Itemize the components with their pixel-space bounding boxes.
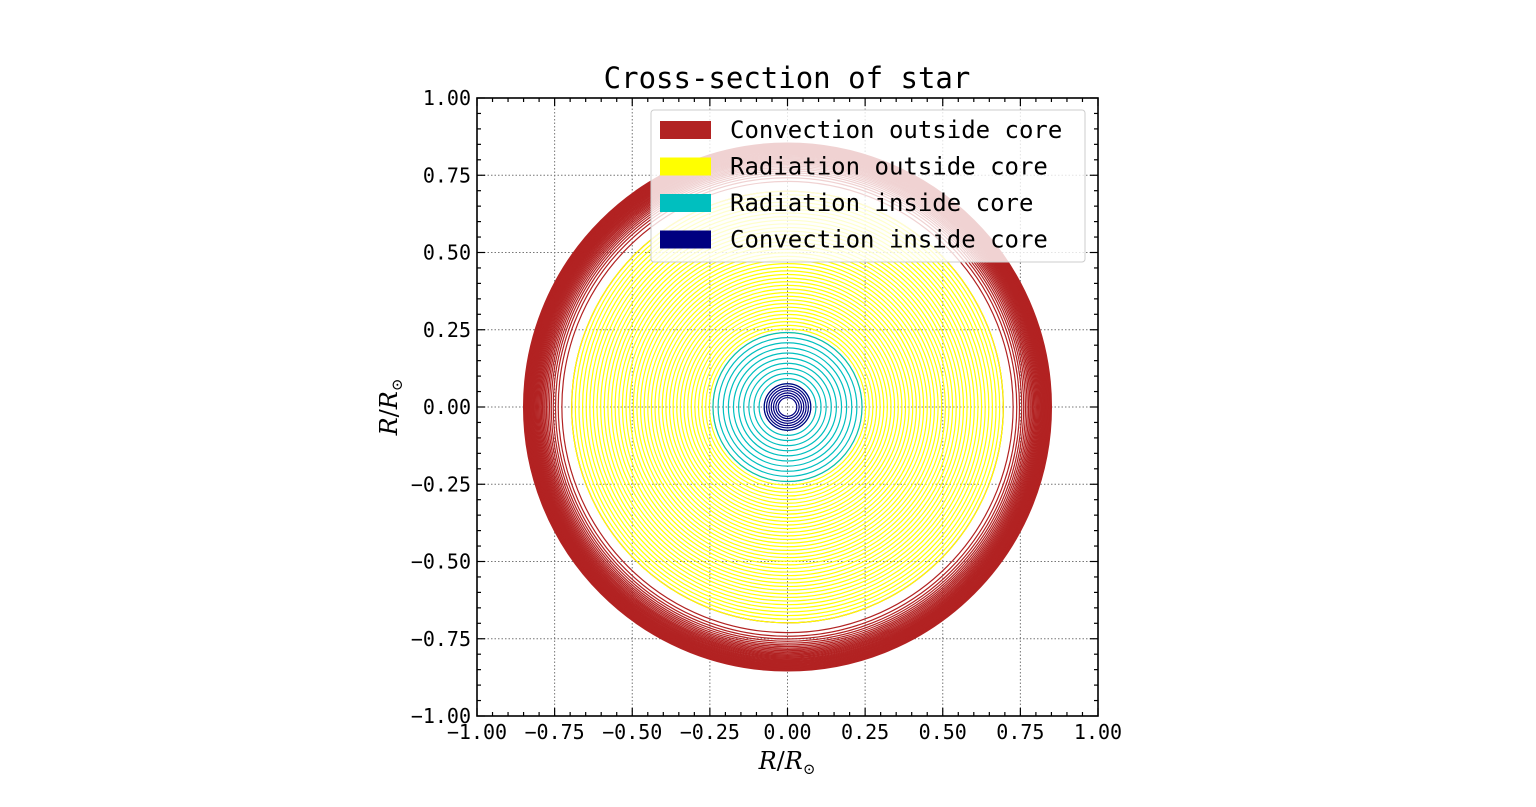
ring [763,383,812,431]
legend-swatch [660,194,711,212]
legend-swatch [660,157,711,176]
ring [717,337,858,477]
axis-ticks [476,97,1099,717]
x-tick-labels: −1.00 −0.75 −0.50 −0.25 0.00 0.25 0.50 0.75 1.00 [447,720,1122,744]
y-tick-label: 0.75 [423,163,471,187]
ring [676,295,899,519]
ring [694,313,881,501]
x-tick-label: 0.25 [841,720,889,744]
x-tick-label: −0.75 [525,720,585,744]
ring [708,328,867,486]
ring [727,347,848,467]
series-radiation-outside-core [571,190,1004,624]
ring [772,392,803,422]
legend-label: Radiation outside core [730,153,1048,181]
x-tick-label: −0.50 [602,720,662,744]
x-tick-label: −1.00 [447,720,507,744]
ring [748,367,827,447]
ring [743,362,832,452]
ring [732,352,843,462]
ring [722,342,853,472]
x-tick-label: 0.00 [763,720,811,744]
y-tick-label: 0.00 [423,395,471,419]
ring [758,377,817,437]
ring [701,321,874,493]
y-tick-label: −0.25 [411,472,471,496]
ring [770,390,805,424]
x-axis-label: R/R⊙ [758,747,816,778]
ring [705,324,870,490]
ring [672,292,903,522]
x-tick-label: 0.50 [919,720,967,744]
y-tick-label: 0.50 [423,241,471,265]
ring [643,263,932,551]
legend-box [650,109,1086,263]
x-tick-label: 0.75 [996,720,1044,744]
legend-label: Convection outside core [730,116,1062,144]
star-rings [522,142,1053,672]
ring [753,372,822,442]
series-radiation-inside-core [712,331,863,483]
ring [687,306,888,508]
ring [737,357,838,457]
ring [765,385,810,429]
ring [661,281,914,533]
ring [690,310,885,504]
chart-title: Cross-section of star [604,61,971,95]
ring [712,331,863,483]
series-convection-inside-core [763,383,812,431]
y-tick-label: 1.00 [423,86,471,110]
ring [697,317,878,497]
legend-label: Radiation inside core [730,189,1033,217]
y-tick-labels: 1.00 0.75 0.50 0.25 0.00 −0.25 −0.50 −0.75 −1.00 [411,86,471,728]
ring [650,270,925,544]
ring [647,266,928,548]
ring [654,273,921,541]
y-axis-label: R/R⊙ [375,379,406,437]
ring [679,299,896,515]
ring [775,394,800,420]
ring [777,397,798,417]
ring [665,284,910,530]
y-tick-label: −1.00 [411,704,471,728]
ring [658,277,917,537]
y-tick-label: −0.75 [411,627,471,651]
ring [668,288,907,526]
legend: Convection outside core Radiation outside… [650,109,1086,263]
ring [768,387,807,427]
legend-swatch [660,230,711,249]
x-tick-label: −0.25 [680,720,740,744]
ring [683,302,892,512]
y-tick-label: 0.25 [423,318,471,342]
legend-swatch [660,121,711,139]
x-tick-label: 1.00 [1074,720,1122,744]
legend-label: Convection inside core [730,226,1048,254]
y-tick-label: −0.50 [411,550,471,574]
